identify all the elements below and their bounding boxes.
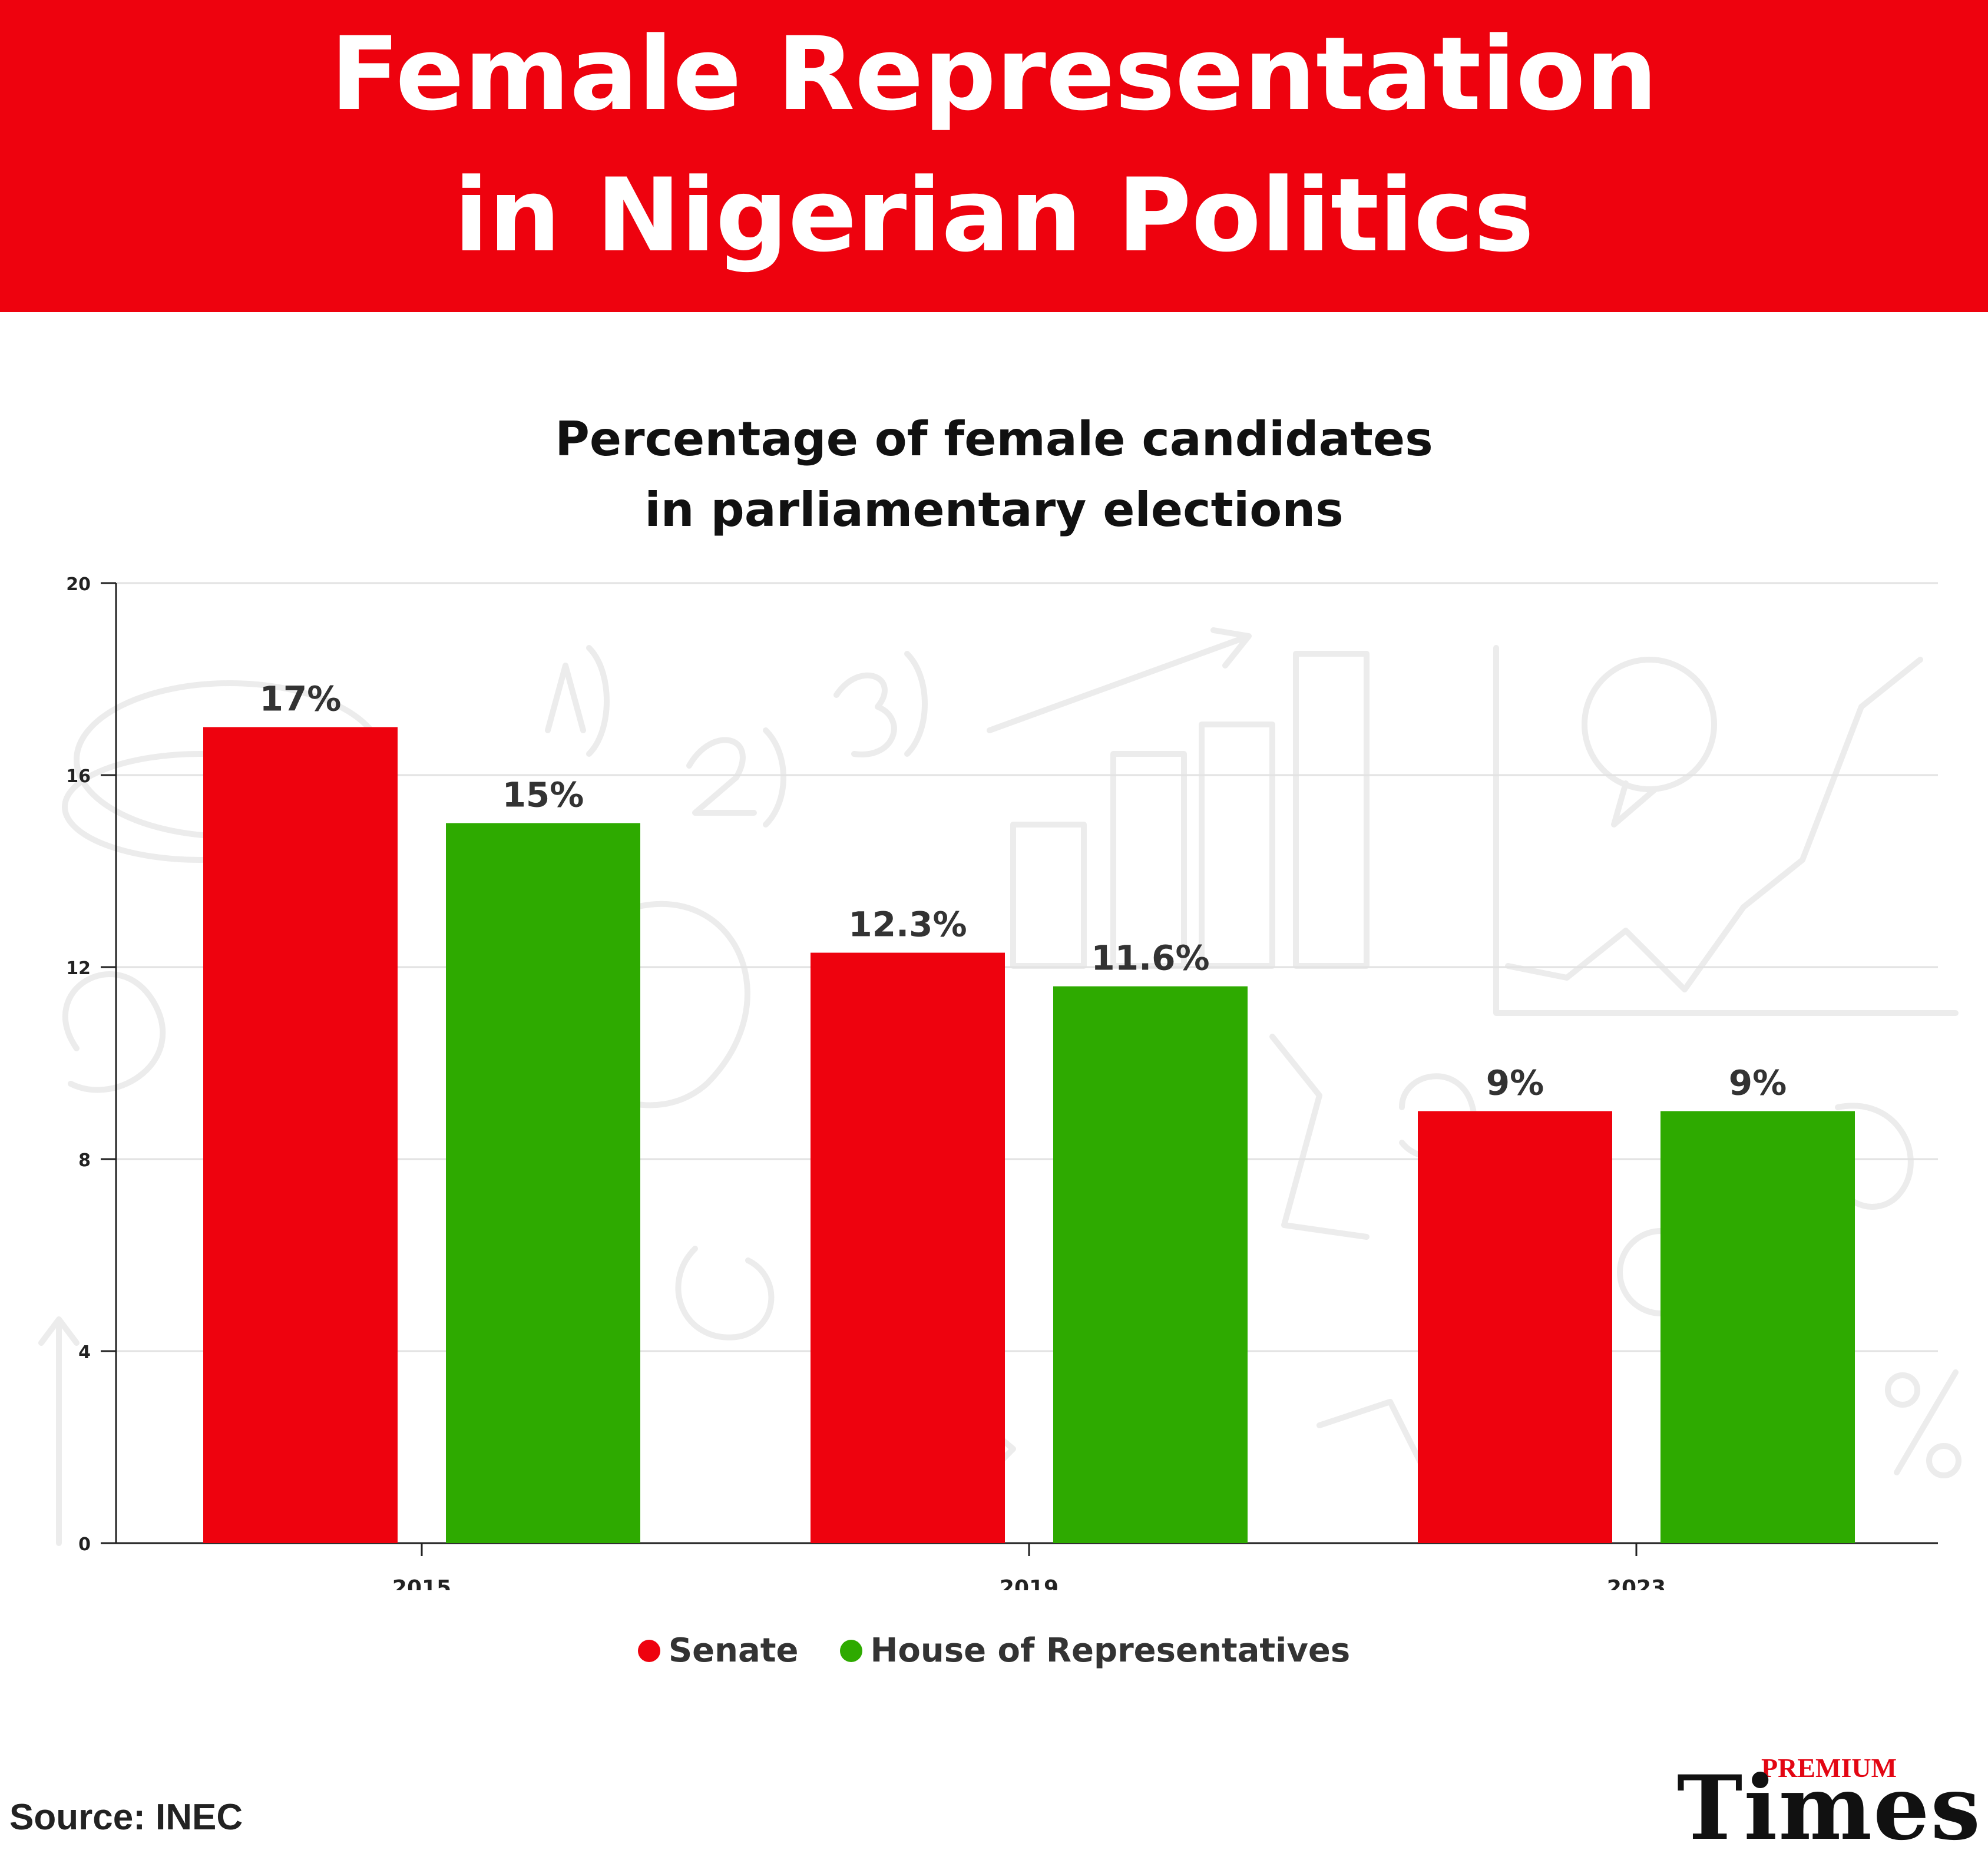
y-tick-label: 16 [66,766,91,787]
data-label: 15% [502,775,584,815]
bar [1053,986,1248,1543]
legend-swatch-senate [637,1639,660,1662]
background-doodles [38,627,1961,1546]
title-banner: Female Representation in Nigerian Politi… [0,0,1988,312]
banner-title-line-1: Female Representation [330,15,1658,133]
data-label: 9% [1486,1063,1544,1103]
source-note: Source: INEC [9,1797,243,1838]
chart-title-line-2: in parliamentary elections [644,482,1344,537]
y-tick-label: 0 [78,1534,91,1555]
bar [203,727,398,1543]
data-label: 9% [1729,1063,1787,1103]
legend-item-house: House of Representatives [839,1631,1351,1670]
x-tick-label: 2015 [392,1576,451,1590]
banner-title-line-2: in Nigerian Politics [454,156,1534,274]
chart-title-line-1: Percentage of female candidates [555,412,1433,466]
bar [811,952,1005,1543]
legend-item-senate: Senate [637,1631,799,1670]
legend-swatch-house [839,1639,862,1662]
data-label: 12.3% [848,905,967,945]
logo-premium-text: PREMIUM [1761,1753,1897,1783]
bar [446,823,640,1543]
x-tick-label: 2019 [1000,1576,1058,1590]
legend-label-house: House of Representatives [870,1631,1351,1670]
bar [1660,1111,1855,1543]
bar [1418,1111,1612,1543]
chart-legend: Senate House of Representatives [0,1631,1988,1670]
y-tick-label: 8 [78,1150,91,1171]
y-tick-label: 12 [66,958,91,979]
logo-times-text: Times [1676,1756,1982,1860]
data-label: 11.6% [1091,938,1209,978]
data-label: 17% [260,679,342,719]
x-tick-label: 2023 [1607,1576,1666,1590]
bar-chart: 0 4 8 12 16 20 17% 15% 2015 12.3% 11.6% 2019 9% 9% 202… [66,574,1938,1590]
y-tick-label: 4 [78,1342,91,1363]
y-tick-label: 20 [66,574,91,595]
premium-times-logo: PREMIUM Times [1655,1752,1985,1858]
legend-label-senate: Senate [668,1631,799,1670]
